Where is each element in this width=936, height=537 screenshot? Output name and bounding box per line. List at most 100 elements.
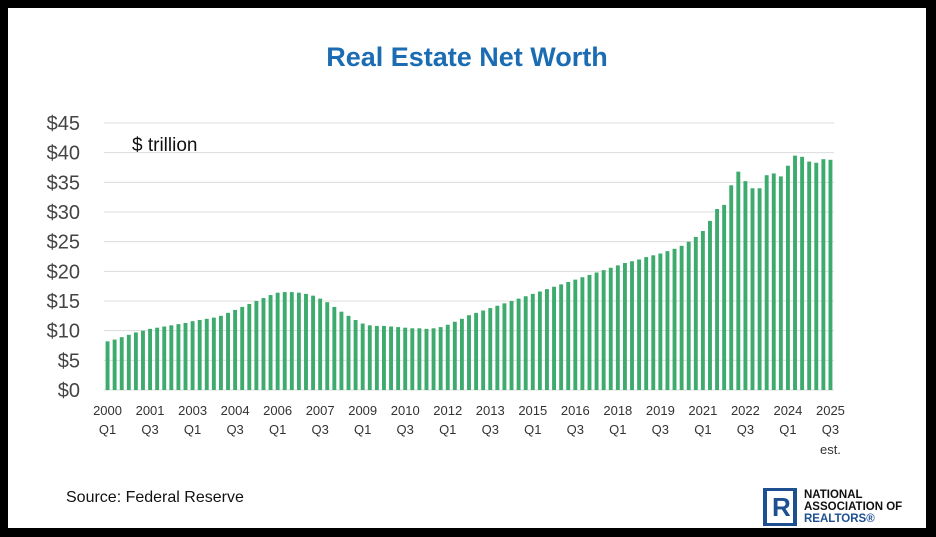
nar-logo: R NATIONAL ASSOCIATION OF REALTORS® (763, 488, 923, 528)
x-tick-quarter: Q3 (482, 422, 499, 437)
bar (615, 265, 620, 390)
bar (807, 161, 812, 390)
x-tick-quarter: Q1 (694, 422, 711, 437)
bar (594, 272, 599, 390)
bar (176, 324, 181, 390)
bar (736, 171, 741, 390)
bar (778, 176, 783, 390)
bar (693, 236, 698, 390)
bar (828, 159, 833, 390)
logo-line-1: NATIONAL (804, 489, 863, 501)
bar (424, 328, 429, 390)
bar (204, 318, 209, 390)
x-tick-year: 2009 (348, 403, 377, 418)
bar (282, 292, 287, 390)
bar (396, 327, 401, 390)
bar (764, 175, 769, 390)
bar (686, 241, 691, 390)
bar (722, 204, 727, 390)
bar (325, 302, 330, 390)
bar (800, 156, 805, 390)
bar (133, 332, 138, 390)
bar (382, 325, 386, 390)
bar (169, 325, 174, 390)
x-tick-year: 2016 (561, 403, 590, 418)
bar (481, 310, 486, 390)
bar (296, 292, 301, 390)
x-tick-quarter: Q3 (737, 422, 754, 437)
bar (523, 296, 528, 390)
x-tick-quarter: Q1 (354, 422, 371, 437)
bar (183, 322, 188, 390)
x-tick-year: 2001 (136, 403, 165, 418)
bar (254, 301, 259, 390)
chart-title: Real Estate Net Worth (326, 42, 608, 72)
bar (651, 255, 656, 390)
x-tick-quarter: Q1 (269, 422, 286, 437)
bar (530, 293, 535, 390)
bar (601, 270, 606, 390)
bar (162, 326, 167, 390)
y-tick-label: $15 (47, 291, 80, 313)
bar (552, 286, 556, 390)
y-tick-label: $20 (47, 261, 80, 283)
x-tick-quarter: Q3 (311, 422, 328, 437)
bar (729, 185, 734, 390)
bar (821, 159, 826, 390)
bar (566, 282, 571, 390)
bar (488, 308, 493, 390)
x-tick-quarter: Q1 (184, 422, 201, 437)
x-tick-quarter: Q3 (141, 422, 158, 437)
bar (240, 306, 245, 390)
unit-label: $ trillion (132, 135, 198, 156)
bar (516, 298, 521, 390)
bar (261, 298, 266, 390)
x-tick-quarter: Q3 (652, 422, 669, 437)
y-tick-label: $10 (47, 321, 80, 343)
x-tick-quarter: Q1 (609, 422, 626, 437)
bar (339, 311, 344, 390)
bar (119, 337, 124, 390)
y-tick-label: $35 (47, 172, 80, 194)
bar (197, 319, 202, 390)
bar (630, 261, 634, 390)
x-tick-year: 2010 (391, 403, 420, 418)
x-tick-year: 2015 (518, 403, 547, 418)
bar (452, 321, 457, 390)
x-tick-year: 2000 (93, 403, 122, 418)
bar (247, 303, 252, 390)
bar (644, 257, 649, 390)
bar (537, 291, 542, 390)
x-tick-year: 2019 (646, 403, 675, 418)
bar (112, 339, 117, 390)
bar (332, 306, 337, 390)
bar (389, 326, 393, 390)
bar (509, 301, 514, 390)
bar (467, 315, 471, 390)
bar (126, 334, 131, 390)
y-tick-label: $25 (47, 232, 80, 254)
y-tick-label: $5 (58, 350, 80, 372)
bar (360, 323, 365, 390)
bar (105, 341, 110, 390)
x-tick-year: 2025 (816, 403, 845, 418)
y-tick-label: $0 (58, 380, 80, 402)
bar (304, 293, 308, 390)
x-tick-quarter: Q1 (524, 422, 541, 437)
bar (559, 284, 564, 390)
bar (346, 315, 351, 390)
x-tick-year: 2007 (306, 403, 335, 418)
bar (410, 328, 415, 390)
bar (672, 248, 677, 390)
bar (417, 328, 422, 390)
x-tick-quarter: Q3 (226, 422, 243, 437)
bar (700, 230, 705, 390)
bar (311, 295, 316, 390)
bar (793, 155, 797, 390)
bar (367, 325, 372, 390)
bar (708, 220, 712, 390)
x-tick-quarter: Q1 (439, 422, 456, 437)
bar (431, 328, 436, 390)
logo-line-3: REALTORS® (804, 513, 875, 525)
